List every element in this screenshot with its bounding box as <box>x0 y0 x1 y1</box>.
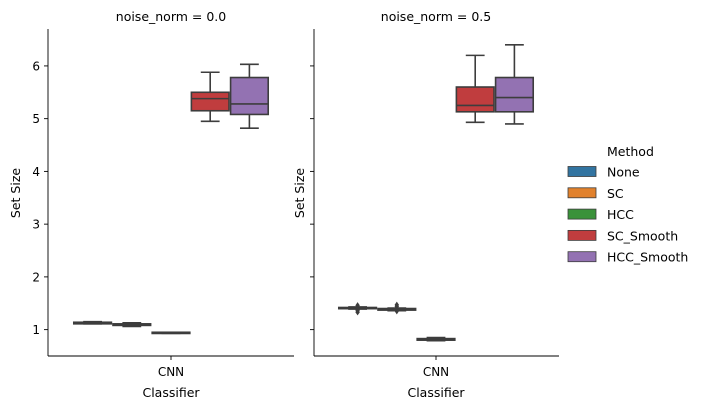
legend-entry-sc: SC <box>567 186 624 201</box>
legend-swatch <box>567 208 597 220</box>
boxes <box>72 63 270 335</box>
y-ticks <box>310 65 314 331</box>
panel-title: noise_norm = 0.5 <box>381 9 491 24</box>
box-sc-smooth <box>190 71 230 123</box>
legend-swatch <box>567 187 597 199</box>
box-sc <box>377 301 417 315</box>
box-iqr <box>190 91 230 112</box>
y-ticks: 1 2 3 4 5 6 <box>32 59 48 337</box>
panel-title: noise_norm = 0.0 <box>116 9 227 24</box>
legend-entry-sc-smooth: SC_Smooth <box>567 228 678 243</box>
legend-label: HCC <box>607 207 634 222</box>
legend-entry-hcc: HCC <box>567 207 634 222</box>
legend-swatch <box>567 251 597 263</box>
x-tick-label: CNN <box>423 365 449 379</box>
panel-noise-0: noise_norm = 0.0 Set Size Classifier CNN… <box>8 9 294 400</box>
y-tick-label: 6 <box>32 59 40 73</box>
box-none <box>337 302 378 316</box>
box-hcc-smooth <box>494 44 535 125</box>
flier-point <box>394 301 400 309</box>
y-tick-label: 1 <box>32 323 40 337</box>
legend-label: HCC_Smooth <box>607 250 688 265</box>
legend-entry-none: None <box>567 165 640 180</box>
flier-point <box>355 302 360 309</box>
panel-noise-0.5: noise_norm = 0.5 Set Size Classifier CNN <box>292 9 559 400</box>
legend-entries: None SC HCC SC_Smooth HCC_Smooth <box>567 165 688 265</box>
box-hcc-smooth <box>229 63 270 129</box>
legend-title: Method <box>607 144 654 159</box>
legend-label: None <box>607 165 640 180</box>
legend-entry-hcc-smooth: HCC_Smooth <box>567 250 688 265</box>
box-sc-smooth <box>455 54 495 124</box>
y-tick-label: 3 <box>32 218 40 232</box>
y-tick-label: 5 <box>32 112 40 126</box>
legend-label: SC <box>607 186 624 201</box>
box-hcc <box>151 331 191 335</box>
legend-swatch <box>567 166 597 177</box>
box-hcc <box>416 336 456 342</box>
y-tick-label: 2 <box>32 270 40 284</box>
box-iqr <box>455 86 495 113</box>
x-tick-label: CNN <box>158 365 184 379</box>
y-tick-label: 4 <box>32 165 40 179</box>
box-none <box>72 320 113 325</box>
y-axis-label: Set Size <box>8 168 23 218</box>
boxes <box>337 44 535 342</box>
legend-label: SC_Smooth <box>607 228 678 243</box>
box-iqr <box>229 76 270 116</box>
legend-swatch <box>567 229 597 241</box>
legend: Method None SC HCC SC_Smooth HCC_Smooth <box>567 144 688 265</box>
box-iqr <box>494 76 535 113</box>
box-sc <box>112 321 152 328</box>
x-axis-label: Classifier <box>407 385 465 400</box>
y-axis-label: Set Size <box>292 168 307 218</box>
x-axis-label: Classifier <box>142 385 200 400</box>
